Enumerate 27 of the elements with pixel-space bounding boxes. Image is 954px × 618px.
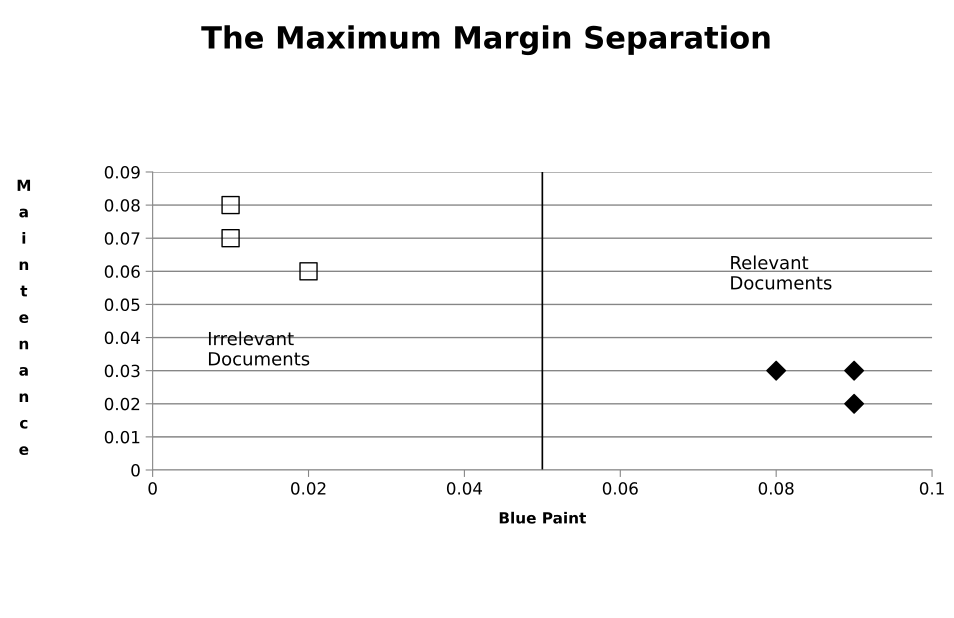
y-tick-label: 0.04 — [104, 332, 140, 344]
y-tick-label: 0.07 — [104, 232, 140, 245]
y-tick-label: 0.09 — [104, 166, 140, 179]
annotation: Irrelevant Documents — [208, 331, 310, 366]
y-tick-label: 0.01 — [104, 430, 140, 444]
point — [221, 196, 240, 214]
point — [221, 229, 240, 248]
x-tick-label: 0.06 — [602, 482, 638, 495]
y-tick-label: 0.06 — [104, 265, 140, 278]
x-tick-label: 0.02 — [291, 482, 326, 495]
x-tick-label: 0 — [148, 482, 157, 495]
text: Maintenance — [18, 180, 30, 455]
annotation: Relevant Documents — [731, 255, 832, 290]
point — [844, 394, 864, 414]
chart-title: The Maximum Margin Separation — [201, 25, 770, 56]
x-tick-label: 0.04 — [446, 482, 482, 495]
point — [844, 360, 864, 381]
x-tick-label: 0.1 — [920, 482, 944, 495]
y-tick-label: 0.08 — [104, 199, 140, 212]
x-axis-title: Blue Paint — [500, 512, 586, 524]
y-tick-label: 0.05 — [104, 298, 140, 312]
y-tick-label: 0 — [131, 464, 140, 477]
point — [766, 360, 786, 381]
y-tick-label: 0.02 — [104, 398, 140, 410]
y-tick-label: 0.03 — [104, 364, 140, 378]
point — [299, 262, 318, 281]
x-tick-label: 0.08 — [758, 482, 794, 495]
